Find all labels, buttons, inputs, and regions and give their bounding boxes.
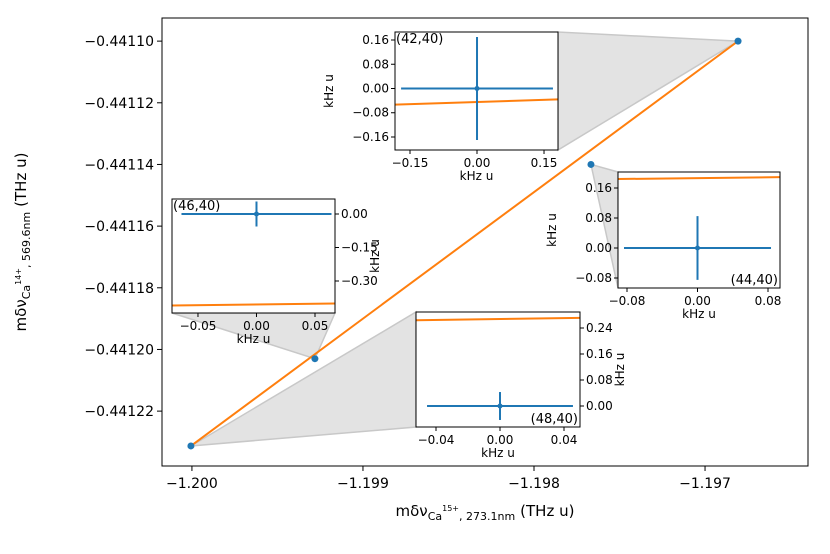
inset-y-tick-label: 0.00 [341,207,368,221]
inset-point [474,85,480,91]
inset-y-label: kHz u [322,74,336,108]
label-unit: (THz u) [12,153,30,207]
inset-y-tick-label: 0.00 [585,241,612,255]
inset-x-tick-label: 0.04 [551,433,578,447]
inset-frame [617,171,781,289]
label-unit: (THz u) [520,502,574,520]
inset-y-tick-label: −0.30 [341,274,378,288]
inset-point [497,403,503,409]
inset-y-tick-label: 0.16 [362,33,389,47]
inset-y-label: kHz u [368,239,382,273]
inset-fit [617,176,781,181]
inset-y-tick-label: −0.08 [575,271,612,285]
y-tick-label: −0.44120 [84,342,154,358]
inset-y-tick-label: 0.08 [586,373,613,387]
inset-bg [416,312,580,427]
inset-x-tick-label: 0.00 [243,319,270,333]
inset-fit [171,302,336,307]
inset-x-tick-label: 0.00 [684,294,711,308]
label-symbol: mδν [396,502,428,520]
y-tick-label: −0.44112 [84,96,154,112]
label-species: Ca [20,285,33,299]
zoom-shade [557,31,741,152]
data-point [187,442,195,450]
inset-x-label: kHz u [460,169,494,183]
inset-y-tick-label: −0.16 [352,130,389,144]
data-point [311,355,319,363]
inset-label: (46,40) [173,199,220,214]
label-species: Ca [428,510,442,523]
inset-label: (44,40) [731,273,778,288]
inset-y-tick-label: −0.08 [352,106,389,120]
inset-y-label: kHz u [545,213,559,247]
inset-x-tick-label: −0.15 [392,156,429,170]
label-charge: 14+ [14,268,23,285]
inset-y-tick-label: 0.24 [586,321,613,335]
fit-line [190,40,739,447]
data-point [734,37,742,45]
inset-x-tick-label: 0.00 [487,433,514,447]
inset-x-label: kHz u [481,446,515,460]
inset-label: (42,40) [396,32,443,47]
inset-x-tick-label: 0.15 [531,156,558,170]
x-tick-label: −1.200 [166,476,218,492]
inset-x-label: kHz u [682,307,716,321]
inset-frame [394,31,559,151]
inset-y-tick-label: 0.16 [585,181,612,195]
y-tick-label: −0.44110 [84,34,154,50]
x-tick-label: −1.198 [508,476,560,492]
inset-x-tick-label: 0.08 [755,294,782,308]
inset-y-tick-label: 0.16 [586,347,613,361]
inset-point [695,245,701,251]
xlabel: mδνCa15+, 273.1nm (THz u) [396,502,575,523]
inset-bg [172,199,335,313]
inset-frame [171,198,336,314]
data-point [587,160,595,168]
label-symbol: mδν [12,299,30,331]
inset-bg [618,172,780,288]
inset-label: (48,40) [531,412,578,427]
inset-x-tick-label: −0.05 [180,319,217,333]
inset-frame [415,311,581,428]
inset-x-tick-label: −0.04 [418,433,455,447]
label-line: , 273.1nm [459,510,515,523]
x-tick-label: −1.199 [337,476,389,492]
inset-x-tick-label: 0.05 [302,319,329,333]
y-tick-label: −0.44114 [84,157,154,173]
inset-y-label: kHz u [613,353,627,387]
inset-x-tick-label: 0.00 [464,156,491,170]
inset-y-tick-label: 0.00 [586,399,613,413]
inset-x-label: kHz u [237,332,271,346]
y-tick-label: −0.44116 [84,219,154,235]
label-charge: 15+ [442,504,459,513]
y-tick-label: −0.44122 [84,404,154,420]
inset-y-tick-label: 0.00 [362,81,389,95]
inset-y-tick-label: 0.08 [362,57,389,71]
x-tick-label: −1.197 [679,476,731,492]
inset-y-tick-label: −0.15 [341,241,378,255]
label-line: , 569.6nm [20,212,33,268]
y-tick-label: −0.44118 [84,281,154,297]
ylabel: mδνCa14+, 569.6nm (THz u) [12,153,33,332]
inset-y-tick-label: 0.08 [585,211,612,225]
plot-frame [161,17,809,467]
inset-x-tick-label: −0.08 [609,294,646,308]
inset-point [253,211,259,217]
inset-fit [415,316,581,322]
